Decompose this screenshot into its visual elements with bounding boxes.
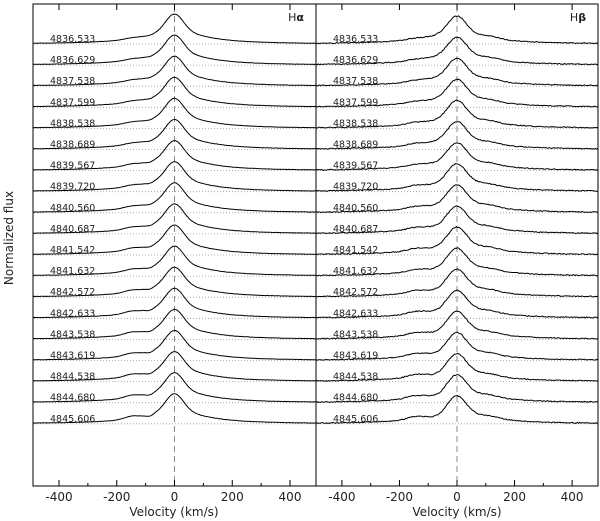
profile-h-beta-4841.632 — [316, 247, 599, 277]
h-alpha-x-axis-label: Velocity (km/s) — [129, 505, 218, 519]
profile-h-beta-4845.606 — [315, 395, 599, 425]
profile-h-beta-4840.560 — [315, 184, 598, 213]
epoch-label: 4843.538 — [50, 329, 95, 340]
profile-h-alpha-4842.633 — [32, 287, 317, 319]
x-tick-label: -200 — [103, 490, 130, 504]
y-axis-label: Normalized flux — [2, 191, 16, 285]
epoch-label: 4838.538 — [333, 118, 378, 129]
profile-h-alpha-4844.538 — [33, 351, 316, 382]
epoch-label: 4837.599 — [50, 97, 95, 108]
epoch-label: 4836.629 — [333, 55, 378, 66]
epoch-label: 4842.572 — [50, 287, 95, 298]
profile-h-beta-4838.538 — [315, 99, 599, 129]
x-tick-label: -400 — [328, 490, 355, 504]
epoch-label: 4844.538 — [50, 372, 95, 383]
profile-h-beta-4837.538 — [315, 57, 599, 87]
epoch-label: 4838.689 — [333, 140, 378, 151]
epoch-label: 4843.619 — [333, 351, 378, 362]
epoch-label: 4836.533 — [333, 34, 378, 45]
x-tick-label: 0 — [453, 490, 461, 504]
profile-h-alpha-4838.689 — [33, 118, 317, 150]
epoch-label: 4840.560 — [333, 203, 378, 214]
epoch-label: 4843.538 — [333, 329, 378, 340]
profile-h-beta-4840.687 — [315, 205, 599, 235]
x-tick-label: -400 — [45, 490, 72, 504]
epoch-label: 4838.689 — [50, 140, 95, 151]
x-tick-label: 400 — [279, 490, 302, 504]
epoch-label: 4839.567 — [333, 161, 378, 172]
profile-h-beta-4842.572 — [315, 268, 599, 298]
epoch-label: 4841.542 — [50, 245, 95, 256]
profile-h-alpha-4841.542 — [32, 224, 316, 255]
h-beta-panel-label: Hβ — [570, 11, 586, 24]
epoch-label: 4843.619 — [50, 351, 95, 362]
profile-h-alpha-4844.680 — [33, 372, 317, 403]
profile-h-alpha-4845.606 — [33, 393, 317, 424]
epoch-label: 4839.720 — [333, 182, 378, 193]
profile-h-beta-4838.689 — [315, 121, 599, 150]
profile-h-alpha-4837.599 — [32, 76, 317, 108]
profile-h-beta-4841.542 — [315, 225, 599, 256]
epoch-label: 4839.720 — [50, 182, 95, 193]
profile-h-beta-4844.680 — [315, 373, 599, 403]
epoch-label: 4842.633 — [50, 308, 95, 319]
profile-h-beta-4836.533 — [316, 15, 599, 45]
x-tick-label: 200 — [503, 490, 526, 504]
epoch-label: 4840.560 — [50, 203, 95, 214]
profile-h-alpha-4843.619 — [33, 329, 316, 361]
x-tick-label: 0 — [171, 490, 179, 504]
epoch-label: 4842.633 — [333, 308, 378, 319]
epoch-label: 4840.687 — [50, 224, 95, 235]
epoch-label: 4836.629 — [50, 55, 95, 66]
h-beta-panel: Hβ Velocity (km/s) -400 -200 0 200 400 4836.5… — [315, 3, 599, 519]
epoch-label: 4845.606 — [50, 414, 95, 425]
epoch-label: 4837.599 — [333, 97, 378, 108]
profile-h-alpha-4843.538 — [32, 308, 316, 340]
profile-h-beta-4836.629 — [315, 36, 599, 66]
epoch-label: 4840.687 — [333, 224, 378, 235]
epoch-label: 4838.538 — [50, 118, 95, 129]
epoch-label: 4844.538 — [333, 372, 378, 383]
epoch-label: 4837.538 — [50, 76, 95, 87]
epoch-label: 4844.680 — [333, 393, 378, 404]
h-alpha-panel: Hα Velocity (km/s) -400 -200 0 200 400 4836.5… — [32, 3, 317, 519]
epoch-label: 4841.632 — [333, 266, 378, 277]
profile-h-beta-4843.619 — [315, 331, 599, 361]
x-tick-label: 400 — [561, 490, 584, 504]
profile-h-alpha-4836.629 — [32, 34, 317, 65]
epoch-label: 4837.538 — [333, 76, 378, 87]
epoch-label: 4845.606 — [333, 414, 378, 425]
profile-h-beta-4842.633 — [315, 289, 599, 319]
profile-h-alpha-4842.572 — [32, 266, 317, 298]
epoch-label: 4836.533 — [50, 34, 95, 45]
profile-h-alpha-4836.533 — [32, 13, 317, 44]
profile-h-beta-4839.720 — [315, 163, 599, 192]
profile-h-alpha-4838.538 — [33, 97, 316, 129]
epoch-label: 4839.567 — [50, 161, 95, 172]
profile-h-alpha-4840.560 — [32, 182, 317, 213]
profile-h-alpha-4839.720 — [33, 161, 317, 192]
h-beta-x-axis-label: Velocity (km/s) — [412, 505, 501, 519]
x-tick-label: 200 — [221, 490, 244, 504]
epoch-label: 4844.680 — [50, 393, 95, 404]
profile-h-beta-4839.567 — [315, 142, 599, 171]
profile-h-beta-4844.538 — [315, 352, 599, 382]
profile-h-alpha-4837.538 — [32, 55, 316, 87]
epoch-label: 4841.542 — [333, 245, 378, 256]
profile-h-beta-4837.599 — [315, 78, 599, 108]
profile-h-alpha-4841.632 — [32, 245, 316, 276]
x-tick-label: -200 — [386, 490, 413, 504]
h-alpha-panel-label: Hα — [288, 11, 304, 24]
epoch-label: 4842.572 — [333, 287, 378, 298]
profile-h-beta-4843.538 — [315, 310, 598, 340]
profile-h-alpha-4839.567 — [33, 140, 317, 171]
epoch-label: 4841.632 — [50, 266, 95, 277]
profile-h-alpha-4840.687 — [32, 203, 317, 234]
